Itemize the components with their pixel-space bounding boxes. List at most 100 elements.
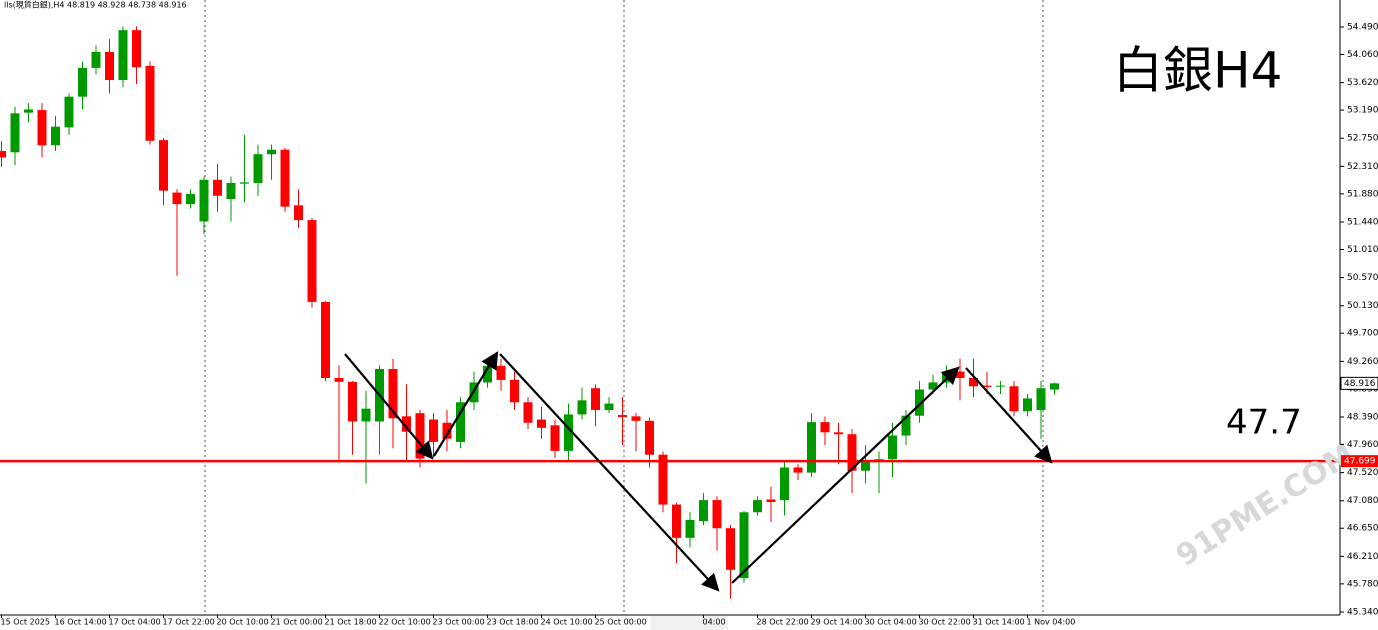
candle-body [226, 182, 236, 199]
candle-body [658, 454, 668, 505]
candle-body [321, 301, 330, 378]
candle-body [888, 435, 897, 460]
y-tick-label: 54.490 [1347, 22, 1378, 32]
y-tick-label: 52.750 [1347, 134, 1378, 144]
candle-body [280, 149, 290, 207]
candle-body [645, 420, 654, 455]
candle-body [294, 205, 303, 221]
y-tick-label: 46.210 [1347, 552, 1378, 562]
y-tick-label: 52.310 [1347, 162, 1378, 172]
annotation: 47.7 [1226, 403, 1302, 443]
candle-body [969, 377, 978, 387]
candle-body [132, 30, 141, 68]
candle-body [766, 499, 776, 503]
x-tick-label: 24 Oct 10:00 [541, 618, 593, 627]
x-tick-label: 04:00 [703, 618, 726, 627]
candle-body [928, 382, 938, 390]
candle-body [564, 414, 573, 451]
y-tick-label: 51.440 [1347, 217, 1378, 227]
candle-body [253, 154, 263, 183]
candle-body [901, 415, 911, 436]
y-tick-label: 53.190 [1347, 106, 1378, 116]
candle-body [550, 425, 560, 451]
trend-arrow [731, 366, 960, 584]
candle-body [712, 500, 722, 529]
candle-body [604, 403, 614, 410]
candle-body [793, 467, 803, 473]
candle-body [847, 434, 857, 471]
candle-body [672, 504, 681, 538]
candle-body [159, 140, 168, 191]
candle-body [523, 402, 533, 423]
x-tick-label: 22 Oct 10:00 [379, 618, 431, 627]
candle-body [334, 377, 344, 382]
candle-body [118, 30, 128, 81]
x-tick-label: 30 Oct 22:00 [919, 618, 971, 627]
candle-body [1023, 398, 1032, 412]
candle-body [1036, 388, 1046, 410]
x-tick-label: 21 Oct 00:00 [271, 618, 323, 627]
price-label-box [1341, 455, 1378, 468]
last-price-label: 48.916 [1344, 379, 1376, 389]
candle-body [186, 193, 195, 205]
candle-body [145, 65, 155, 141]
candle-body [0, 151, 6, 158]
candle-body [307, 220, 317, 302]
candle-body [267, 149, 276, 155]
candle-body [429, 419, 438, 442]
x-tick-label: 25 Oct 00:00 [595, 618, 647, 627]
y-tick-label: 47.520 [1347, 468, 1378, 478]
candle-body [685, 519, 695, 538]
y-tick-label: 51.010 [1347, 245, 1378, 255]
candle-body [618, 415, 627, 417]
last-price-box [1340, 376, 1378, 390]
chart-header: lls(現貨白銀),H4 48.819 48.928 48.738 48.916 [4, 0, 187, 10]
candle-body [861, 461, 870, 471]
plot [0, 26, 1340, 599]
trend-arrow [344, 353, 434, 460]
candle-body [37, 110, 47, 146]
x-tick-label: 1 Nov 04:00 [1027, 618, 1076, 627]
candle-body [996, 385, 1005, 387]
candle-body [402, 416, 411, 432]
x-tick-label: 29 Oct 14:00 [811, 618, 863, 627]
x-tick-label: 23 Oct 00:00 [433, 618, 485, 627]
candle-body [78, 67, 87, 97]
x-tick-label: 31 Oct 14:00 [973, 618, 1025, 627]
candle-body [982, 385, 992, 387]
y-tick-label: 48.390 [1347, 412, 1378, 422]
candle-body [699, 500, 708, 522]
y-tick-label: 45.780 [1347, 579, 1378, 589]
candle-body [753, 500, 762, 513]
candle-body [442, 422, 452, 439]
y-tick-label: 53.620 [1347, 78, 1378, 88]
y-tick-label: 45.340 [1347, 607, 1378, 617]
x-tick-label: 16 Oct 14:00 [55, 618, 107, 627]
y-tick-label: 50.130 [1347, 301, 1378, 311]
candle-body [510, 379, 519, 403]
candle-body [348, 381, 357, 422]
candle-body [631, 416, 641, 421]
y-tick-label: 47.080 [1347, 496, 1378, 506]
candle-body [739, 512, 749, 579]
y-tick-label: 51.880 [1347, 189, 1378, 199]
candle-body [820, 422, 830, 433]
x-tick-label: 21 Oct 18:00 [325, 618, 377, 627]
candle-body [726, 528, 735, 570]
candle-body [172, 192, 182, 205]
y-tick-label: 49.260 [1347, 357, 1378, 367]
chart-title: 白銀H4 [1113, 42, 1282, 100]
y-tick-label: 54.060 [1347, 50, 1378, 60]
candle-body [456, 402, 465, 442]
y-tick-label: 50.570 [1347, 273, 1378, 283]
candle-body [91, 51, 101, 68]
candle-body [24, 109, 33, 113]
x-tick-label: 30 Oct 04:00 [865, 618, 917, 627]
candle-body [415, 413, 425, 459]
candle-body [807, 422, 816, 473]
y-tick-label: 47.960 [1347, 440, 1378, 450]
candle-body [955, 371, 965, 378]
candle-body [388, 369, 398, 419]
toolbar[interactable] [650, 616, 728, 630]
